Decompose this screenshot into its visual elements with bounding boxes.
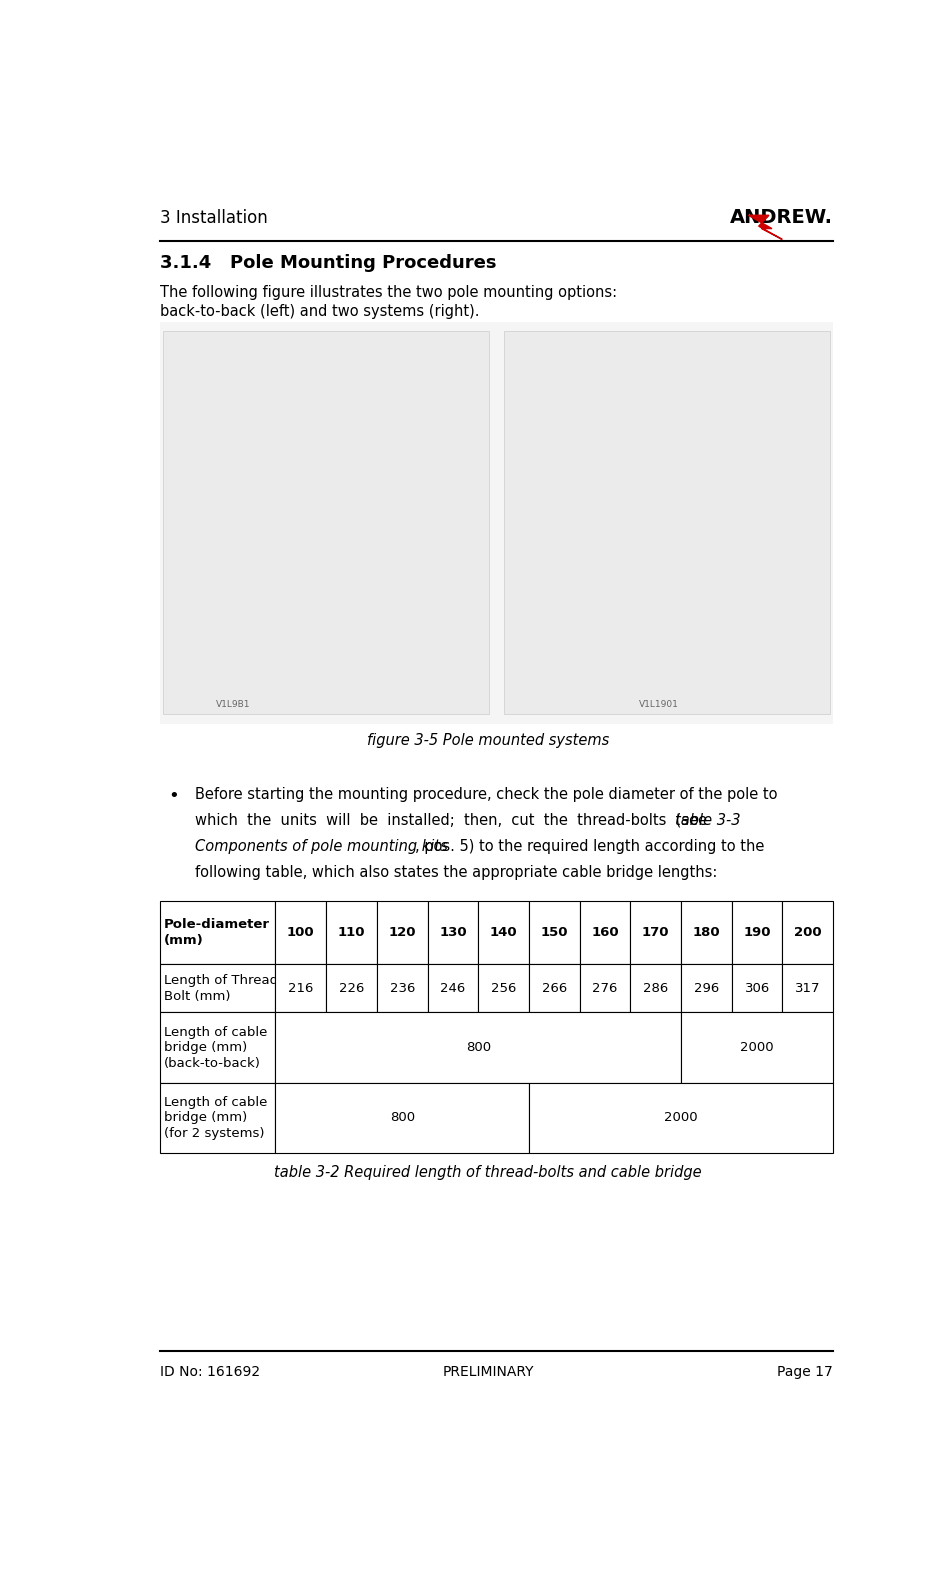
Text: 800: 800 xyxy=(389,1111,415,1124)
Bar xyxy=(529,901,580,964)
Text: 180: 180 xyxy=(693,926,721,938)
Bar xyxy=(377,964,427,1012)
Bar xyxy=(732,964,783,1012)
Bar xyxy=(732,901,783,964)
Text: 130: 130 xyxy=(439,926,466,938)
Bar xyxy=(164,332,489,714)
Text: 2000: 2000 xyxy=(741,1041,774,1055)
Text: 3 Installation: 3 Installation xyxy=(160,209,268,228)
Text: The following figure illustrates the two pole mounting options:: The following figure illustrates the two… xyxy=(160,286,617,300)
Text: 170: 170 xyxy=(642,926,669,938)
Text: ANDREW.: ANDREW. xyxy=(730,209,833,228)
Bar xyxy=(783,901,833,964)
Text: Before starting the mounting procedure, check the pole diameter of the pole to: Before starting the mounting procedure, … xyxy=(195,786,778,802)
Bar xyxy=(160,322,833,723)
Text: back-to-back (left) and two systems (right).: back-to-back (left) and two systems (rig… xyxy=(160,303,479,319)
Bar xyxy=(478,901,529,964)
Text: Length of cable
bridge (mm)
(for 2 systems): Length of cable bridge (mm) (for 2 syste… xyxy=(164,1096,268,1140)
Bar xyxy=(681,964,732,1012)
Text: 266: 266 xyxy=(542,982,567,995)
Bar xyxy=(580,964,630,1012)
Text: 317: 317 xyxy=(795,982,821,995)
Text: 200: 200 xyxy=(794,926,822,938)
Bar xyxy=(681,1012,833,1083)
Text: following table, which also states the appropriate cable bridge lengths:: following table, which also states the a… xyxy=(195,865,718,880)
Bar xyxy=(327,901,377,964)
Text: 296: 296 xyxy=(694,982,719,995)
Text: 110: 110 xyxy=(338,926,366,938)
Bar xyxy=(580,901,630,964)
Text: figure 3-5 Pole mounted systems: figure 3-5 Pole mounted systems xyxy=(367,733,609,748)
Text: 120: 120 xyxy=(388,926,416,938)
Text: 236: 236 xyxy=(389,982,415,995)
Text: 140: 140 xyxy=(489,926,518,938)
Text: 3.1.4   Pole Mounting Procedures: 3.1.4 Pole Mounting Procedures xyxy=(160,255,496,272)
Text: V1L9B1: V1L9B1 xyxy=(216,700,250,709)
Text: 800: 800 xyxy=(466,1041,491,1055)
Text: Components of pole mounting kits: Components of pole mounting kits xyxy=(195,838,447,854)
Text: 286: 286 xyxy=(644,982,668,995)
Text: Length of cable
bridge (mm)
(back-to-back): Length of cable bridge (mm) (back-to-bac… xyxy=(164,1025,268,1069)
Text: Pole-diameter
(mm): Pole-diameter (mm) xyxy=(164,918,270,946)
Text: ID No: 161692: ID No: 161692 xyxy=(160,1364,260,1379)
Bar xyxy=(529,1083,833,1152)
Text: 276: 276 xyxy=(592,982,618,995)
Text: table 3-3: table 3-3 xyxy=(675,813,741,827)
Bar xyxy=(160,964,275,1012)
Bar xyxy=(427,901,478,964)
Text: 160: 160 xyxy=(591,926,619,938)
Bar xyxy=(275,1083,529,1152)
Bar xyxy=(630,901,681,964)
Bar xyxy=(160,1083,275,1152)
Bar xyxy=(504,332,829,714)
Text: Page 17: Page 17 xyxy=(778,1364,833,1379)
Text: 2000: 2000 xyxy=(664,1111,698,1124)
Bar xyxy=(783,964,833,1012)
Bar xyxy=(275,964,327,1012)
Text: 100: 100 xyxy=(287,926,314,938)
Bar xyxy=(377,901,427,964)
Bar xyxy=(275,901,327,964)
Text: 216: 216 xyxy=(288,982,313,995)
Text: , pos. 5) to the required length according to the: , pos. 5) to the required length accordi… xyxy=(415,838,764,854)
Text: Length of Thread-
Bolt (mm): Length of Thread- Bolt (mm) xyxy=(164,975,283,1003)
Bar xyxy=(529,964,580,1012)
Bar xyxy=(630,964,681,1012)
Text: •: • xyxy=(169,786,179,805)
Text: table 3-2 Required length of thread-bolts and cable bridge: table 3-2 Required length of thread-bolt… xyxy=(274,1165,702,1181)
Text: 246: 246 xyxy=(440,982,466,995)
Text: which  the  units  will  be  installed;  then,  cut  the  thread-bolts  (see: which the units will be installed; then,… xyxy=(195,813,707,827)
Text: PRELIMINARY: PRELIMINARY xyxy=(442,1364,534,1379)
Bar xyxy=(160,1012,275,1083)
Bar xyxy=(681,901,732,964)
Text: 226: 226 xyxy=(339,982,365,995)
Text: 190: 190 xyxy=(744,926,771,938)
Bar xyxy=(478,964,529,1012)
Text: 150: 150 xyxy=(541,926,568,938)
Polygon shape xyxy=(748,215,783,239)
Bar xyxy=(327,964,377,1012)
Bar xyxy=(427,964,478,1012)
Bar xyxy=(160,901,275,964)
Text: 256: 256 xyxy=(491,982,516,995)
Text: 306: 306 xyxy=(744,982,770,995)
Bar xyxy=(275,1012,681,1083)
Text: V1L1901: V1L1901 xyxy=(639,700,679,709)
